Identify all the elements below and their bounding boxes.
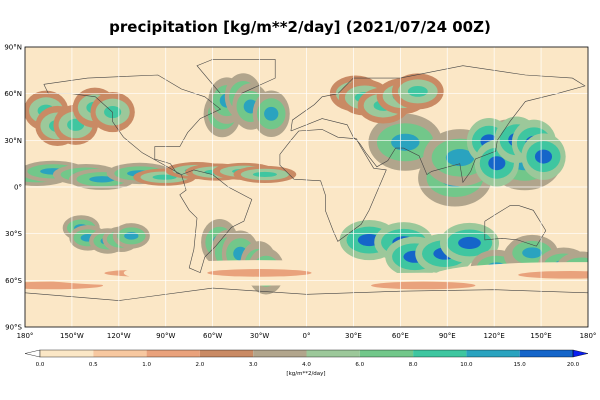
lon-tick-label: 30°W xyxy=(250,332,269,340)
colorbar-level-label: 4.0 xyxy=(302,362,311,368)
colorbar-bin xyxy=(306,350,360,357)
lat-tick-label: 90°N xyxy=(4,44,22,52)
colorbar-level-label: 3.0 xyxy=(249,362,258,368)
colorbar-bin xyxy=(93,350,147,357)
colorbar-bin xyxy=(146,350,200,357)
coastline xyxy=(279,129,387,242)
map-frame xyxy=(24,46,589,328)
colorbar-bin xyxy=(253,350,307,357)
colorbar-unit-label: [kg/m**2/day] xyxy=(286,371,325,377)
colorbar-bin xyxy=(519,350,573,357)
lon-tick-label: 150°E xyxy=(530,332,551,340)
colorbar-bin xyxy=(40,350,94,357)
precip-blob-core xyxy=(407,86,428,97)
colorbar-level-label: 8.0 xyxy=(409,362,418,368)
precip-blob-core xyxy=(391,133,420,151)
colorbar-bin xyxy=(413,350,467,357)
precip-field xyxy=(25,73,588,299)
precip-blob-core xyxy=(89,176,115,183)
colorbar-level-label: 2.0 xyxy=(196,362,205,368)
colorbar-bin xyxy=(359,350,414,357)
lat-tick-label: 60°S xyxy=(5,277,22,285)
lon-tick-label: 120°E xyxy=(484,332,505,340)
lat-tick-label: 90°S xyxy=(5,324,22,332)
precip-blob-core xyxy=(252,171,277,178)
precip-blob-core xyxy=(445,149,475,167)
colorbar-bin xyxy=(466,350,520,357)
precip-blob-core xyxy=(522,247,543,259)
precip-blob-core xyxy=(534,149,553,164)
lat-tick-label: 30°S xyxy=(5,230,22,238)
colorbar-level-label: 0.0 xyxy=(36,362,45,368)
lon-tick-label: 180° xyxy=(17,332,34,340)
lon-tick-label: 180° xyxy=(580,332,597,340)
colorbar-level-label: 20.0 xyxy=(567,362,580,368)
coastline xyxy=(290,65,586,184)
coastline xyxy=(179,169,253,274)
colorbar-frame xyxy=(39,349,574,358)
colorbar-level-label: 6.0 xyxy=(355,362,364,368)
coastline xyxy=(43,74,222,175)
colorbar-level-label: 10.0 xyxy=(460,362,473,368)
lon-tick-label: 90°W xyxy=(156,332,175,340)
precip-blob-core xyxy=(518,270,588,279)
colorbar-level-label: 15.0 xyxy=(514,362,527,368)
lat-tick-label: 30°N xyxy=(4,137,22,145)
lon-tick-label: 60°W xyxy=(203,332,222,340)
precip-blob-core xyxy=(371,281,476,290)
lat-tick-label: 0° xyxy=(14,184,22,192)
precip-blob-core xyxy=(152,174,177,180)
lon-tick-label: 120°W xyxy=(107,332,131,340)
precip-blob-core xyxy=(264,106,279,121)
colorbar-level-label: 0.5 xyxy=(89,362,98,368)
lon-tick-label: 150°W xyxy=(60,332,84,340)
colorbar-level-label: 1.0 xyxy=(142,362,151,368)
precip-blob-core xyxy=(488,156,506,171)
lon-tick-label: 90°E xyxy=(439,332,456,340)
colorbar-min-extend xyxy=(24,349,41,358)
colorbar-max-extend xyxy=(572,349,589,358)
lon-tick-label: 30°E xyxy=(345,332,362,340)
map-title: precipitation [kg/m**2/day] (2021/07/24 … xyxy=(109,18,491,36)
coastline xyxy=(484,205,547,247)
lat-tick-label: 60°N xyxy=(4,90,22,98)
lon-tick-label: 60°E xyxy=(392,332,409,340)
precip-blob-core xyxy=(124,232,139,240)
lon-tick-label: 0° xyxy=(303,332,311,340)
colorbar-bin xyxy=(199,350,254,357)
precip-blob-core xyxy=(458,236,481,249)
colorbar: 0.0 0.5 1.0 2.0 3.0 4.0 6.0 8.0 10.0 15.0 20.0 xyxy=(24,349,589,368)
